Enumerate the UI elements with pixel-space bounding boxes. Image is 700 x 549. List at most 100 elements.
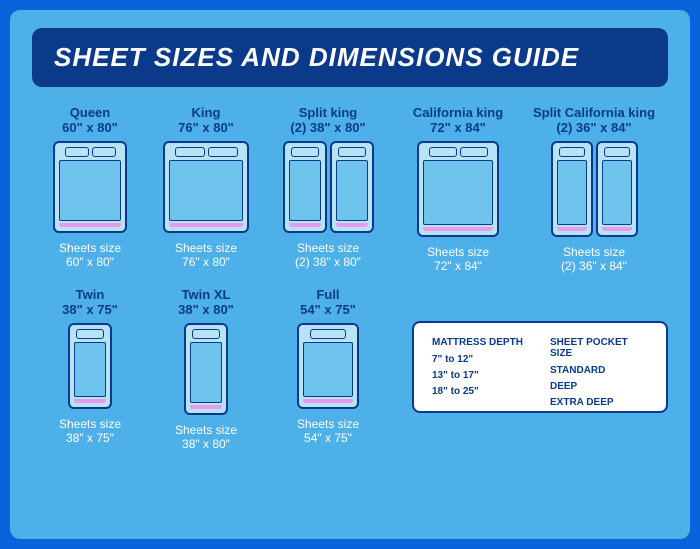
sheet: [602, 160, 632, 225]
bed-cell-split-king: Split king(2) 38" x 80"Sheets size(2) 38…: [264, 105, 392, 273]
bed-name: Split king: [299, 105, 358, 120]
row-2-container: Twin38" x 75"Sheets size38" x 75"Twin XL…: [32, 287, 668, 465]
pillow: [65, 147, 89, 157]
mattress: [551, 141, 593, 237]
mattress-foot: [190, 405, 222, 409]
sheets-size-value: 38" x 75": [66, 431, 114, 445]
pillow: [76, 329, 104, 339]
sheets-size-label: Sheets size: [297, 417, 359, 431]
sheets-size-value: 54" x 75": [304, 431, 352, 445]
beds-row-2: Twin38" x 75"Sheets size38" x 75"Twin XL…: [32, 287, 392, 465]
mattress-foot: [557, 227, 587, 231]
mattress-foot: [423, 227, 493, 231]
sheets-size-value: 76" x 80": [182, 255, 230, 269]
mattress: [283, 141, 327, 233]
bed-graphic: [163, 141, 249, 233]
bed-cell-twin-xl: Twin XL38" x 80"Sheets size38" x 80": [148, 287, 264, 451]
sheet: [169, 160, 243, 221]
bed-name: Queen: [70, 105, 110, 120]
pillow: [310, 329, 346, 339]
sheets-size-value: 60" x 80": [66, 255, 114, 269]
bed-graphic: [551, 141, 638, 237]
bed-cell-split-california-king: Split California king (2) 36" x 84"Sheets…: [524, 105, 664, 273]
pillow: [192, 329, 220, 339]
bed-cell-california-king: California king72" x 84"Sheets size72" x…: [392, 105, 524, 273]
legend-head-pocket: SHEET POCKET SIZE: [550, 337, 648, 359]
bed-cell-full: Full54" x 75"Sheets size54" x 75": [264, 287, 392, 451]
pillow: [429, 147, 457, 157]
sheet: [190, 342, 222, 403]
sheet: [74, 342, 106, 397]
mattress-foot: [289, 223, 321, 227]
mattress: [330, 141, 374, 233]
sheets-size-value: 38" x 80": [182, 437, 230, 451]
mattress: [163, 141, 249, 233]
sheets-size-value: 72" x 84": [434, 259, 482, 273]
bed-name: Twin: [76, 287, 105, 302]
sheet: [336, 160, 368, 221]
bed-graphic: [283, 141, 374, 233]
pillow: [559, 147, 585, 157]
legend-pocket-row: DEEP: [550, 379, 648, 395]
pillow: [175, 147, 205, 157]
sheets-size-label: Sheets size: [59, 417, 121, 431]
bed-dimensions: 72" x 84": [430, 120, 486, 135]
pillow: [338, 147, 366, 157]
bed-dimensions: (2) 38" x 80": [290, 120, 365, 135]
legend-depth-row: 18" to 25": [432, 384, 530, 400]
legend-col-pocket: SHEET POCKET SIZE STANDARDDEEPEXTRA DEEP: [550, 337, 648, 411]
mattress-foot: [169, 223, 243, 227]
mattress: [596, 141, 638, 237]
mattress: [53, 141, 127, 233]
sheets-size-label: Sheets size: [563, 245, 625, 259]
bed-graphic: [184, 323, 228, 415]
sheets-size-label: Sheets size: [427, 245, 489, 259]
bed-graphic: [68, 323, 112, 409]
mattress: [417, 141, 499, 237]
sheets-size-value: (2) 36" x 84": [561, 259, 627, 273]
bed-cell-king: King76" x 80"Sheets size76" x 80": [148, 105, 264, 273]
sheets-size-label: Sheets size: [59, 241, 121, 255]
beds-row-1: Queen60" x 80"Sheets size60" x 80"King76…: [32, 105, 668, 287]
outer-frame: SHEET SIZES AND DIMENSIONS GUIDE Queen60…: [0, 0, 700, 549]
legend-depth-row: 13" to 17": [432, 368, 530, 384]
sheets-size-label: Sheets size: [297, 241, 359, 255]
bed-dimensions: 60" x 80": [62, 120, 118, 135]
mattress-foot: [59, 223, 121, 227]
bed-name: Twin XL: [182, 287, 231, 302]
inner-panel: SHEET SIZES AND DIMENSIONS GUIDE Queen60…: [10, 10, 690, 539]
legend-pocket-row: STANDARD: [550, 363, 648, 379]
pillow: [208, 147, 238, 157]
sheet: [557, 160, 587, 225]
pillow: [291, 147, 319, 157]
title-box: SHEET SIZES AND DIMENSIONS GUIDE: [32, 28, 668, 87]
mattress: [68, 323, 112, 409]
bed-dimensions: 38" x 75": [62, 302, 118, 317]
sheets-size-value: (2) 38" x 80": [295, 255, 361, 269]
mattress-foot: [303, 399, 353, 403]
mattress: [297, 323, 359, 409]
bed-cell-twin: Twin38" x 75"Sheets size38" x 75": [32, 287, 148, 451]
pillow: [604, 147, 630, 157]
bed-name: California king: [413, 105, 503, 120]
sheet: [303, 342, 353, 397]
bed-cell-queen: Queen60" x 80"Sheets size60" x 80": [32, 105, 148, 273]
pillow: [92, 147, 116, 157]
bed-name: Full: [316, 287, 339, 302]
legend-col-depth: MATTRESS DEPTH 7" to 12"13" to 17"18" to…: [432, 337, 530, 400]
sheet: [423, 160, 493, 225]
mattress-foot: [602, 227, 632, 231]
mattress-foot: [336, 223, 368, 227]
bed-dimensions: 38" x 80": [178, 302, 234, 317]
bed-graphic: [417, 141, 499, 237]
sheets-size-label: Sheets size: [175, 423, 237, 437]
sheets-size-label: Sheets size: [175, 241, 237, 255]
pillow: [460, 147, 488, 157]
bed-graphic: [297, 323, 359, 409]
bed-dimensions: 76" x 80": [178, 120, 234, 135]
page-title: SHEET SIZES AND DIMENSIONS GUIDE: [54, 42, 646, 73]
sheet: [59, 160, 121, 221]
bed-name: Split California king: [533, 105, 655, 120]
legend-depth-row: 7" to 12": [432, 352, 530, 368]
sheet: [289, 160, 321, 221]
